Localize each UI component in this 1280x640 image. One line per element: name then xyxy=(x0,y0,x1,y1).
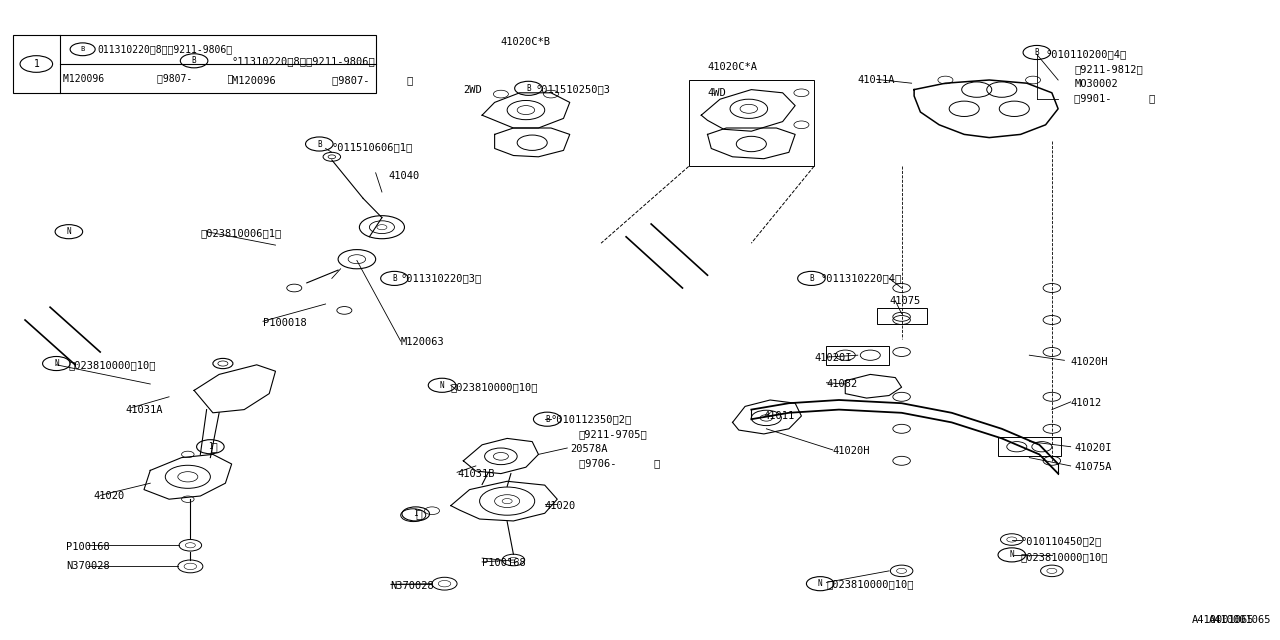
Text: °11310220（8）（9211-9806）: °11310220（8）（9211-9806） xyxy=(232,56,375,66)
Text: B: B xyxy=(317,140,321,148)
Bar xyxy=(13,35,375,93)
Text: °010110450（2）: °010110450（2） xyxy=(1020,536,1102,546)
Text: （9901-      ）: （9901- ） xyxy=(1074,93,1156,104)
Text: P100168: P100168 xyxy=(67,542,110,552)
Text: °010112350（2）: °010112350（2） xyxy=(550,414,632,424)
Text: 41020C*A: 41020C*A xyxy=(708,62,758,72)
Text: N: N xyxy=(440,381,444,390)
Text: 41031B: 41031B xyxy=(457,468,494,479)
Text: 011310220（8）（9211-9806）: 011310220（8）（9211-9806） xyxy=(97,44,233,54)
Text: B: B xyxy=(81,46,84,52)
Text: 1: 1 xyxy=(209,442,212,451)
Text: 41020I: 41020I xyxy=(814,353,851,364)
Text: （9211-9705）: （9211-9705） xyxy=(579,429,648,439)
Text: P100018: P100018 xyxy=(262,318,307,328)
Text: B: B xyxy=(192,56,196,65)
Text: 41082: 41082 xyxy=(827,379,858,389)
Text: ⓝ023810000（10）: ⓝ023810000（10） xyxy=(827,579,914,589)
Text: M120096         （9807-      ）: M120096 （9807- ） xyxy=(232,75,413,85)
Text: 1: 1 xyxy=(413,509,419,518)
Bar xyxy=(827,346,890,365)
Text: N370028: N370028 xyxy=(67,561,110,572)
Text: ①: ① xyxy=(416,510,422,520)
Text: P100168: P100168 xyxy=(483,558,526,568)
Text: 41020I: 41020I xyxy=(1074,443,1112,453)
Text: M120063: M120063 xyxy=(401,337,444,348)
Text: 2WD: 2WD xyxy=(463,84,483,95)
Text: 41040: 41040 xyxy=(388,171,420,181)
Text: MO30002: MO30002 xyxy=(1074,79,1119,89)
Text: 41012: 41012 xyxy=(1070,398,1102,408)
Text: °011310220（4）: °011310220（4） xyxy=(820,273,901,284)
Text: N370028: N370028 xyxy=(390,580,434,591)
Text: 41011: 41011 xyxy=(764,411,795,421)
Text: ⓝ023810006（1）: ⓝ023810006（1） xyxy=(201,228,282,239)
Text: °011510606（1）: °011510606（1） xyxy=(332,142,413,152)
Text: N: N xyxy=(818,579,823,588)
Text: ①: ① xyxy=(210,443,218,453)
Text: 41020C*B: 41020C*B xyxy=(500,36,550,47)
Text: 41020: 41020 xyxy=(93,491,125,501)
Text: °010110200（4）: °010110200（4） xyxy=(1046,49,1126,60)
Text: B: B xyxy=(545,415,549,424)
Text: M120096         （9807-      ）: M120096 （9807- ） xyxy=(63,73,233,83)
Text: B: B xyxy=(526,84,531,93)
Text: ⓝ023810000（10）: ⓝ023810000（10） xyxy=(1020,552,1108,562)
Text: 41031A: 41031A xyxy=(125,404,163,415)
Text: B: B xyxy=(809,274,814,283)
Text: A410001065: A410001065 xyxy=(1192,614,1254,625)
Text: 41075A: 41075A xyxy=(1074,462,1112,472)
Bar xyxy=(998,437,1061,456)
Text: B: B xyxy=(392,274,397,283)
Text: N: N xyxy=(54,359,59,368)
Text: 41075: 41075 xyxy=(890,296,920,306)
Text: 1: 1 xyxy=(33,59,40,69)
Text: °011310220（3）: °011310220（3） xyxy=(401,273,483,284)
Text: °011510250（3: °011510250（3 xyxy=(536,84,611,95)
Bar xyxy=(877,308,927,324)
Text: A410001065: A410001065 xyxy=(1208,614,1271,625)
Text: （9706-      ）: （9706- ） xyxy=(579,458,659,468)
Text: 4WD: 4WD xyxy=(708,88,726,98)
Bar xyxy=(689,80,814,166)
Text: 20578A: 20578A xyxy=(570,444,607,454)
Text: 41020H: 41020H xyxy=(833,446,870,456)
Text: B: B xyxy=(1034,48,1039,57)
Text: N: N xyxy=(1010,550,1014,559)
Text: 41020: 41020 xyxy=(545,500,576,511)
Text: ⓝ023810000（10）: ⓝ023810000（10） xyxy=(69,360,156,370)
Text: 41011A: 41011A xyxy=(858,75,895,85)
Text: 41020H: 41020H xyxy=(1070,356,1108,367)
Text: ⓝ023810000（10）: ⓝ023810000（10） xyxy=(451,382,539,392)
Text: N: N xyxy=(67,227,72,236)
Text: （9211-9812）: （9211-9812） xyxy=(1074,64,1143,74)
